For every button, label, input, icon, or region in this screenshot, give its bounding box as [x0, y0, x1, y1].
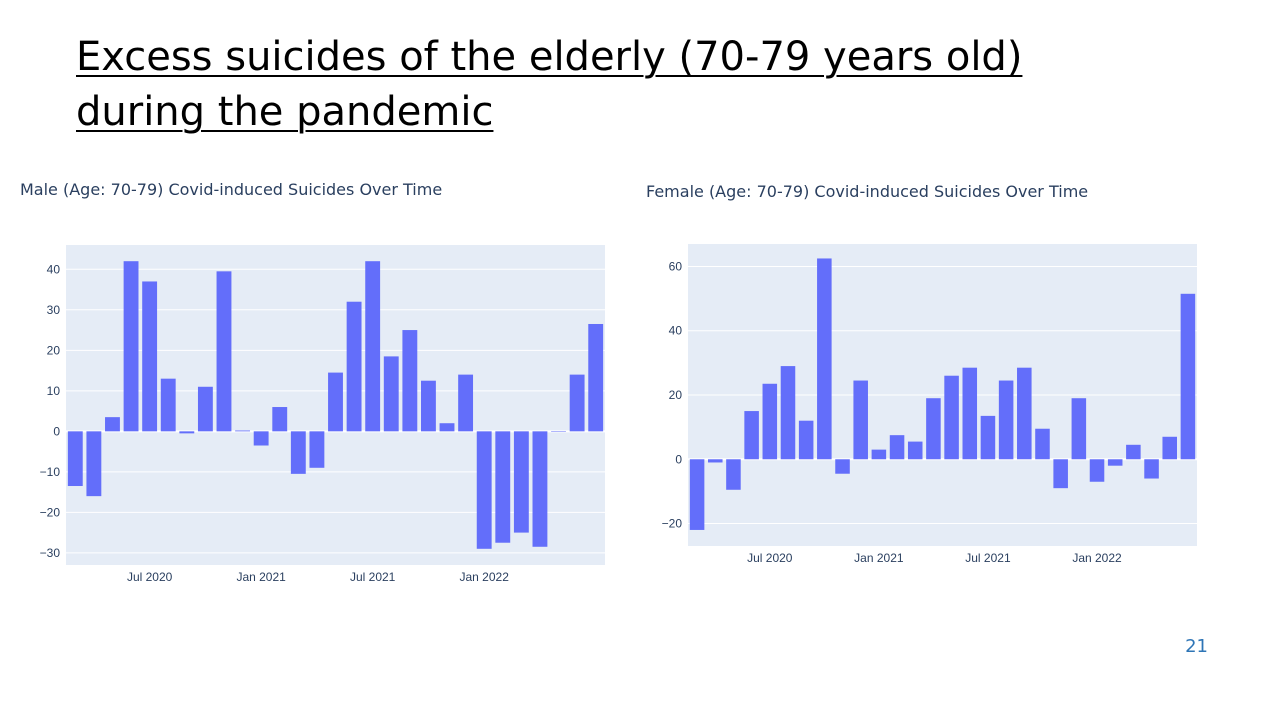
- male-x-tick-label: Jan 2022: [459, 570, 509, 584]
- female-x-tick-label: Jan 2022: [1072, 551, 1122, 565]
- male-bar: [346, 301, 362, 432]
- male-bar: [365, 261, 381, 432]
- female-bar: [817, 258, 832, 460]
- male-bar: [383, 356, 399, 432]
- female-x-tick-label: Jan 2021: [854, 551, 904, 565]
- female-y-tick-label: −20: [662, 517, 683, 531]
- male-x-tick-label: Jan 2021: [236, 570, 286, 584]
- female-y-tick-label: 40: [669, 324, 683, 338]
- male-bar: [86, 431, 102, 497]
- male-y-tick-label: −30: [40, 546, 61, 560]
- female-bar: [780, 366, 796, 460]
- male-bar: [532, 431, 548, 547]
- female-bar: [907, 441, 923, 460]
- female-bar: [1126, 444, 1141, 460]
- male-bar: [105, 417, 120, 432]
- male-y-tick-label: 20: [47, 343, 61, 357]
- female-bar: [853, 380, 868, 460]
- female-bar: [926, 398, 941, 460]
- female-bar: [798, 420, 814, 460]
- male-bar: [179, 431, 195, 434]
- male-bar: [290, 431, 306, 474]
- male-bar: [253, 431, 269, 446]
- female-bar: [1017, 367, 1032, 460]
- female-bar: [708, 459, 723, 463]
- female-bar: [762, 383, 778, 460]
- female-bar: [944, 375, 959, 460]
- male-y-tick-label: −20: [40, 505, 61, 519]
- female-chart-title: Female (Age: 70-79) Covid-induced Suicid…: [646, 182, 1089, 201]
- male-bar: [160, 378, 176, 432]
- female-bar: [835, 459, 850, 474]
- male-bar: [142, 281, 158, 432]
- female-bar: [962, 367, 978, 460]
- male-y-tick-label: 30: [47, 303, 61, 317]
- male-bar: [123, 261, 139, 432]
- slide-title-line1: Excess suicides of the elderly (70-79 ye…: [76, 34, 1023, 80]
- male-bar: [439, 423, 455, 432]
- male-y-tick-label: 40: [47, 262, 61, 276]
- male-bar: [309, 431, 325, 468]
- male-bar: [197, 386, 213, 432]
- female-bar: [1107, 459, 1123, 466]
- page-number: 21: [1185, 636, 1208, 657]
- male-y-tick-label: 0: [53, 424, 60, 438]
- female-bar: [744, 411, 759, 460]
- slide-title-line2: during the pandemic: [76, 89, 494, 135]
- female-bar: [871, 449, 887, 460]
- female-bar: [1144, 459, 1159, 479]
- female-bar: [689, 459, 705, 530]
- female-bar: [1180, 293, 1196, 460]
- female-bar: [980, 415, 996, 460]
- male-bar: [569, 374, 585, 432]
- male-bar: [476, 431, 492, 549]
- female-bar: [1162, 436, 1177, 460]
- female-bar: [1035, 428, 1050, 460]
- male-x-tick-label: Jul 2020: [127, 570, 173, 584]
- female-y-tick-label: 0: [675, 452, 682, 466]
- male-bar: [235, 430, 250, 432]
- male-bar: [588, 323, 604, 432]
- male-bar: [328, 372, 343, 432]
- male-bar: [272, 407, 288, 432]
- male-bar: [495, 431, 511, 543]
- male-chart-title: Male (Age: 70-79) Covid-induced Suicides…: [20, 180, 443, 199]
- male-bar: [458, 374, 474, 432]
- male-y-tick-label: 10: [47, 384, 61, 398]
- male-bar: [67, 431, 83, 487]
- male-y-tick-label: −10: [40, 465, 61, 479]
- male-bar: [216, 271, 232, 432]
- female-bar: [998, 380, 1014, 460]
- male-bar: [513, 431, 529, 533]
- female-bar: [1053, 459, 1068, 489]
- male-suicides-chart: 40 30 20 10 0 −10 −20 −30 Jul 2020 Jan 2021 Jul 20…: [40, 245, 605, 584]
- female-y-tick-label: 60: [669, 259, 683, 273]
- male-bar: [421, 380, 436, 432]
- female-suicides-chart: 60 40 20 0 −20 Jul 2020 Jan 2021 Jul 2021 Jan 20…: [662, 244, 1197, 565]
- female-bar: [726, 459, 741, 490]
- female-x-tick-label: Jul 2021: [965, 551, 1011, 565]
- female-bar: [1071, 398, 1087, 460]
- female-bar: [1089, 459, 1105, 482]
- male-x-tick-label: Jul 2021: [350, 570, 396, 584]
- female-y-tick-label: 20: [669, 388, 683, 402]
- male-bar: [402, 330, 418, 432]
- male-bar: [551, 431, 566, 432]
- female-bar: [889, 435, 905, 460]
- female-x-tick-label: Jul 2020: [747, 551, 793, 565]
- slide-title: Excess suicides of the elderly (70-79 ye…: [76, 30, 1022, 140]
